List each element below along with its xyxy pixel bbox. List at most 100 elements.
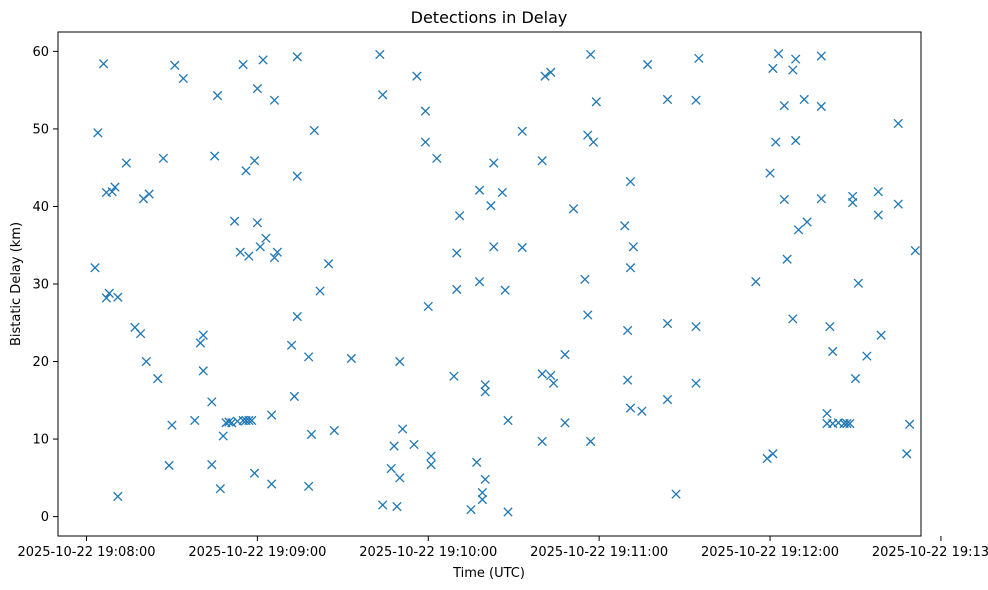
data-point — [537, 156, 547, 166]
data-point — [107, 187, 117, 197]
data-point — [497, 187, 507, 198]
data-point — [386, 463, 396, 474]
data-point — [568, 204, 579, 214]
data-point — [893, 118, 903, 129]
data-point — [768, 63, 778, 74]
data-point — [585, 436, 596, 447]
data-point — [560, 418, 570, 428]
data-point — [255, 242, 265, 252]
data-point — [121, 158, 132, 168]
data-point — [876, 330, 886, 340]
x-tick-label: 2025-10-22 19:10:00 — [359, 545, 497, 560]
data-point — [286, 340, 297, 350]
y-tick-label: 0 — [41, 510, 49, 525]
data-point — [454, 211, 465, 221]
data-point — [306, 429, 317, 440]
data-point — [585, 49, 596, 60]
data-point — [292, 171, 302, 181]
data-point — [622, 325, 633, 336]
data-point — [432, 153, 442, 164]
data-point — [662, 94, 673, 105]
data-point — [779, 101, 789, 111]
data-point — [292, 311, 302, 322]
data-point — [449, 371, 459, 381]
data-point — [548, 378, 559, 388]
plot-area-frame — [57, 31, 922, 537]
data-point — [229, 216, 240, 226]
data-point — [537, 436, 547, 447]
data-point — [420, 106, 431, 116]
data-point — [853, 278, 863, 288]
data-point — [480, 474, 490, 485]
data-point — [261, 233, 271, 243]
data-point — [423, 301, 433, 312]
data-point — [768, 449, 778, 459]
data-point — [816, 194, 826, 204]
data-point — [272, 247, 282, 257]
data-point — [791, 54, 801, 64]
data-point — [474, 277, 485, 287]
data-point — [218, 431, 228, 441]
data-point — [303, 481, 314, 492]
data-point — [110, 182, 120, 192]
y-tick-label: 50 — [32, 122, 49, 137]
data-point — [862, 351, 872, 361]
data-point — [258, 55, 268, 65]
data-point — [793, 225, 804, 235]
data-point — [426, 460, 436, 470]
data-point — [802, 217, 812, 227]
data-point — [480, 380, 490, 390]
data-point — [788, 314, 798, 324]
data-point — [244, 251, 254, 261]
data-point — [395, 473, 405, 483]
data-point — [158, 153, 169, 164]
data-point — [477, 494, 488, 505]
data-point — [452, 284, 462, 295]
data-point — [622, 375, 633, 385]
data-point — [799, 94, 809, 105]
data-point — [779, 194, 789, 205]
data-point — [642, 59, 653, 70]
data-point — [249, 468, 260, 478]
data-point — [637, 406, 647, 416]
data-point — [170, 60, 180, 71]
data-point — [691, 95, 701, 105]
data-point — [144, 189, 154, 199]
data-point — [486, 201, 496, 211]
data-point — [378, 500, 388, 510]
data-point — [788, 65, 798, 75]
data-point — [395, 356, 405, 367]
data-point — [691, 378, 701, 388]
data-point — [540, 71, 550, 81]
data-point — [323, 259, 334, 269]
data-point — [207, 397, 217, 407]
data-point — [691, 321, 701, 332]
data-point — [409, 439, 419, 450]
data-point — [822, 408, 832, 419]
data-point — [292, 52, 302, 62]
data-point — [315, 286, 325, 296]
data-point — [546, 67, 556, 77]
data-point — [828, 346, 838, 357]
data-point — [141, 356, 151, 367]
x-axis-label: Time (UTC) — [452, 566, 525, 581]
data-point — [346, 353, 357, 364]
data-point — [235, 247, 245, 257]
data-point — [816, 51, 826, 61]
data-point — [517, 242, 527, 253]
y-tick-label: 10 — [32, 433, 49, 448]
data-point — [252, 83, 263, 94]
x-axis-ticks: 2025-10-22 19:08:00 2025-10-22 19:09:00 20… — [17, 536, 988, 560]
data-point — [771, 137, 781, 147]
data-point — [503, 415, 513, 426]
data-point — [397, 424, 408, 434]
y-tick-label: 40 — [32, 200, 49, 215]
data-point — [474, 185, 485, 195]
data-point — [198, 330, 208, 340]
data-point — [135, 328, 146, 339]
data-point — [625, 403, 636, 413]
data-point — [452, 248, 462, 258]
data-point — [893, 199, 903, 209]
data-point — [207, 460, 217, 470]
